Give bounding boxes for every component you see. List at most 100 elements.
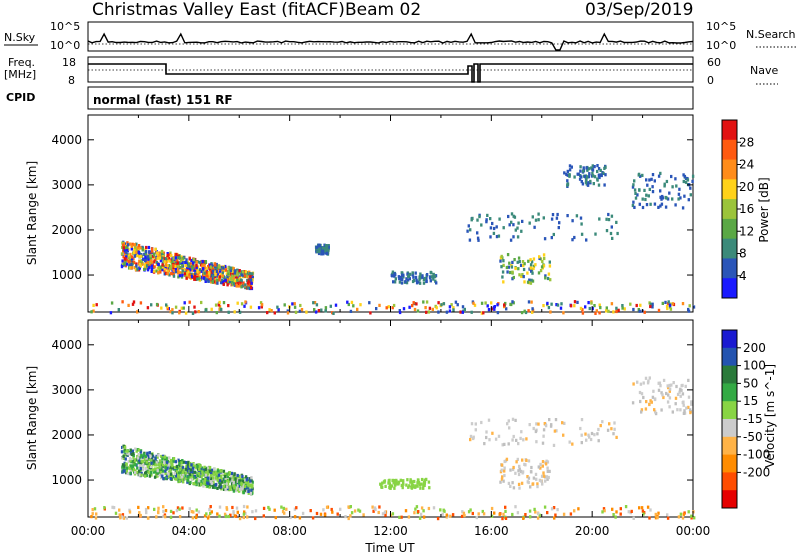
echo-cell — [148, 266, 151, 270]
echo-cell — [546, 276, 550, 281]
echo-cell — [205, 266, 208, 270]
echo-cell — [385, 306, 388, 310]
echo-cell — [573, 304, 576, 308]
echo-cell — [520, 229, 523, 233]
echo-cell — [677, 197, 680, 201]
echo-cell — [632, 382, 635, 386]
echo-cell — [555, 216, 559, 220]
echo-cell — [648, 187, 651, 191]
echo-cell — [503, 473, 506, 478]
freq-tick-high: 18 — [62, 56, 76, 69]
echo-cell — [178, 256, 182, 260]
echo-cell — [90, 310, 93, 314]
echo-cell — [489, 217, 492, 221]
echo-cell — [445, 513, 448, 517]
echo-cell — [388, 478, 391, 482]
echo-cell — [530, 470, 533, 474]
echo-cell — [182, 267, 186, 271]
echo-cell — [126, 471, 129, 476]
echo-cell — [632, 183, 635, 187]
echo-cell — [566, 179, 569, 183]
echo-cell — [249, 479, 252, 483]
echo-cell — [209, 269, 212, 273]
echo-cell — [123, 461, 126, 465]
echo-cell — [581, 308, 584, 312]
echo-cell — [578, 177, 582, 181]
echo-cell — [399, 478, 402, 482]
echo-cell — [192, 477, 195, 481]
echo-cell — [162, 514, 165, 518]
echo-cell — [92, 303, 95, 307]
echo-cell — [242, 504, 246, 509]
echo-cell — [400, 275, 403, 279]
echo-cell — [300, 308, 304, 312]
echo-cell — [561, 421, 564, 425]
echo-cell — [432, 506, 436, 510]
echo-cell — [240, 485, 243, 489]
echo-cell — [504, 505, 507, 509]
echo-cell — [204, 308, 208, 313]
echo-cell — [209, 265, 212, 269]
echo-cell — [225, 481, 228, 485]
echo-cell — [641, 197, 644, 201]
echo-cell — [531, 271, 534, 275]
echo-cell — [591, 168, 595, 172]
echo-cell — [650, 177, 653, 181]
echo-cell — [677, 192, 681, 196]
echo-cell — [242, 281, 245, 285]
echo-cell — [641, 205, 645, 210]
echo-cell — [569, 512, 573, 516]
echo-cell — [659, 189, 662, 193]
echo-cell — [211, 274, 215, 278]
echo-cell — [687, 510, 690, 514]
echo-cell — [529, 515, 532, 519]
echo-cell — [425, 477, 428, 481]
echo-cell — [180, 461, 183, 465]
echo-cell — [206, 484, 209, 488]
echo-cell — [128, 508, 131, 512]
echo-cell — [191, 463, 195, 467]
echo-cell — [520, 430, 523, 434]
echo-cell — [448, 309, 452, 313]
echo-cell — [540, 479, 543, 483]
echo-cell — [596, 432, 599, 436]
echo-cell — [651, 302, 654, 306]
echo-cell — [571, 238, 574, 242]
echo-cell — [227, 270, 230, 274]
echo-cell — [514, 418, 517, 422]
echo-cell — [201, 264, 204, 268]
echo-cell — [152, 260, 156, 264]
echo-cell — [384, 484, 387, 488]
echo-cell — [143, 267, 146, 271]
echo-cell — [657, 388, 661, 392]
y-tick-label: 2000 — [51, 223, 82, 237]
echo-cell — [128, 457, 132, 461]
echo-cell — [156, 469, 159, 473]
echo-cell — [301, 511, 305, 515]
echo-cell — [123, 446, 127, 450]
echo-cell — [487, 308, 491, 312]
echo-cell — [143, 252, 146, 256]
echo-cell — [121, 513, 125, 517]
echo-cell — [175, 252, 178, 257]
echo-cell — [222, 266, 225, 270]
colorbar-swatch — [722, 383, 737, 402]
echo-cell — [648, 516, 651, 520]
echo-cell — [683, 174, 686, 179]
x-tick-label: 16:00 — [474, 524, 509, 538]
echo-cell — [218, 275, 221, 279]
echo-cell — [247, 277, 251, 281]
echo-cell — [476, 236, 480, 240]
echo-cell — [246, 515, 249, 519]
echo-cell — [133, 248, 136, 252]
echo-cell — [318, 250, 321, 254]
echo-cell — [649, 304, 652, 309]
echo-cell — [666, 197, 670, 201]
echo-cell — [470, 310, 473, 314]
x-tick-label: 12:00 — [373, 524, 408, 538]
echo-cell — [132, 260, 136, 265]
echo-cell — [188, 300, 191, 304]
echo-cell — [181, 263, 184, 267]
echo-cell — [168, 456, 171, 460]
echo-cell — [529, 281, 533, 285]
